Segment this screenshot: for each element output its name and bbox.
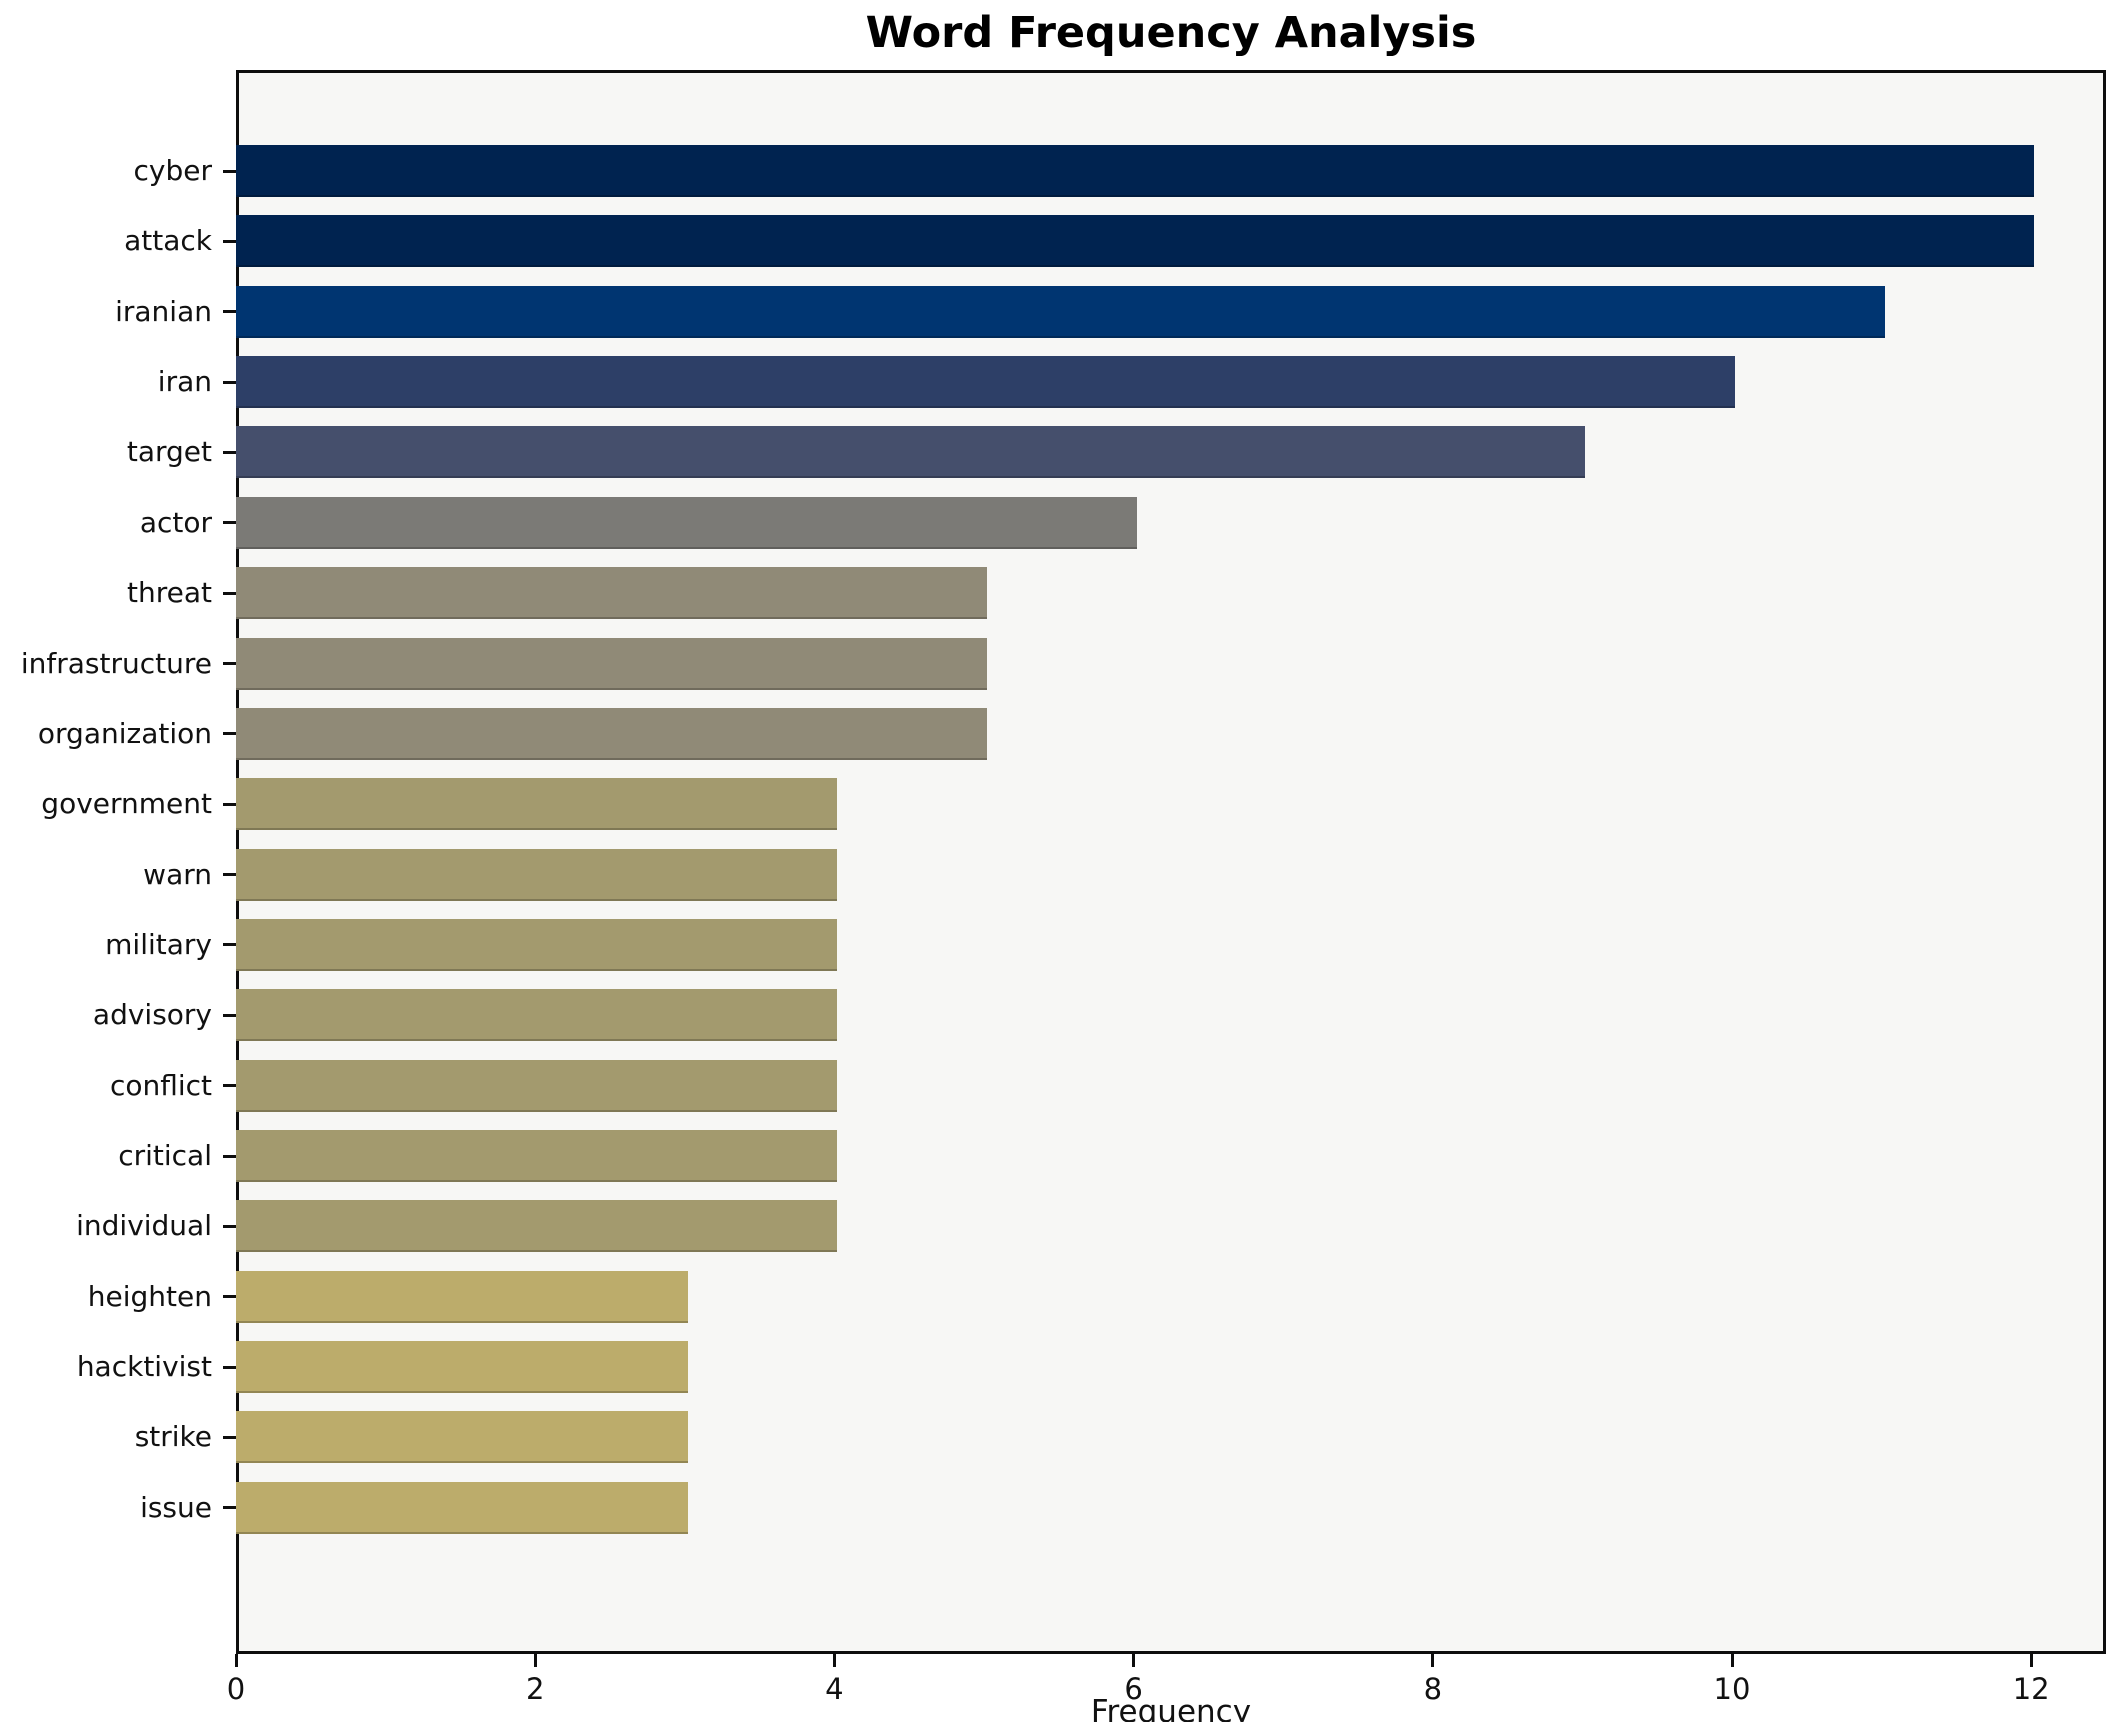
bar-conflict (236, 1059, 838, 1112)
y-tick-label-iranian: iranian (115, 294, 212, 328)
y-tick-label-actor: actor (139, 505, 212, 539)
bar-military (236, 918, 838, 971)
y-tick-label-threat: threat (127, 576, 212, 610)
y-tick-label-attack: attack (124, 224, 212, 258)
y-tick-label-individual: individual (76, 1209, 212, 1243)
y-tick-label-conflict: conflict (109, 1068, 212, 1102)
bar-government (236, 778, 838, 831)
y-tick-mark (223, 1365, 236, 1369)
bar-target (236, 426, 1586, 479)
y-tick-mark (223, 380, 236, 384)
y-tick-label-strike: strike (134, 1420, 212, 1454)
bar-hacktivist (236, 1341, 688, 1394)
y-tick-label-cyber: cyber (133, 154, 212, 187)
y-tick-label-organization: organization (37, 716, 212, 750)
x-tick-label-2: 2 (525, 1672, 545, 1706)
y-tick-mark (223, 521, 236, 525)
plot-area (236, 70, 2106, 1654)
x-tick-mark (832, 1654, 836, 1667)
y-tick-mark (223, 1013, 236, 1017)
x-tick-mark (1431, 1654, 1435, 1667)
bar-threat (236, 567, 987, 620)
bar-infrastructure (236, 637, 987, 690)
y-tick-label-government: government (41, 787, 212, 821)
bar-organization (236, 707, 987, 760)
y-tick-mark (223, 873, 236, 877)
bar-strike (236, 1411, 688, 1464)
bar-attack (236, 215, 2035, 268)
y-tick-mark (223, 943, 236, 947)
y-tick-mark (223, 239, 236, 243)
x-tick-mark (1730, 1654, 1734, 1667)
y-tick-label-critical: critical (118, 1139, 212, 1173)
y-tick-label-heighten: heighten (87, 1279, 212, 1313)
y-tick-mark (223, 169, 236, 173)
y-tick-label-infrastructure: infrastructure (20, 646, 212, 680)
x-tick-label-12: 12 (2012, 1672, 2050, 1706)
y-tick-label-target: target (126, 435, 212, 469)
x-axis-title: Frequency (1090, 1694, 1252, 1722)
bar-advisory (236, 989, 838, 1042)
y-tick-mark (223, 1295, 236, 1299)
bar-warn (236, 848, 838, 901)
y-tick-mark (223, 732, 236, 736)
y-tick-label-iran: iran (157, 365, 212, 399)
x-tick-label-0: 0 (226, 1672, 246, 1706)
x-tick-label-8: 8 (1423, 1672, 1443, 1706)
y-tick-mark (223, 1224, 236, 1228)
y-tick-mark (223, 310, 236, 314)
x-tick-mark (533, 1654, 537, 1667)
x-tick-label-6: 6 (1124, 1672, 1143, 1706)
bar-iranian (236, 285, 1885, 338)
bar-issue (236, 1481, 688, 1534)
y-tick-mark (223, 802, 236, 806)
y-tick-label-warn: warn (143, 857, 212, 891)
bar-critical (236, 1130, 838, 1183)
y-tick-mark (223, 1154, 236, 1158)
x-tick-mark (234, 1654, 238, 1667)
bar-cyber (236, 145, 2035, 197)
bar-heighten (236, 1270, 688, 1323)
y-tick-mark (223, 591, 236, 595)
y-tick-label-military: military (105, 927, 212, 961)
y-tick-label-issue: issue (140, 1490, 212, 1524)
bar-individual (236, 1200, 838, 1253)
y-tick-mark (223, 1506, 236, 1510)
x-tick-label-4: 4 (825, 1672, 844, 1706)
y-tick-mark (223, 1084, 236, 1088)
x-tick-mark (1132, 1654, 1136, 1667)
x-tick-label-10: 10 (1713, 1672, 1751, 1706)
y-tick-mark (223, 1435, 236, 1439)
y-tick-mark (223, 450, 236, 454)
y-tick-mark (223, 662, 236, 666)
bar-actor (236, 496, 1137, 549)
y-tick-label-hacktivist: hacktivist (76, 1350, 212, 1384)
y-tick-label-advisory: advisory (92, 998, 212, 1032)
bar-iran (236, 356, 1735, 409)
chart-title: Word Frequency Analysis (865, 8, 1477, 58)
x-tick-mark (2029, 1654, 2033, 1667)
